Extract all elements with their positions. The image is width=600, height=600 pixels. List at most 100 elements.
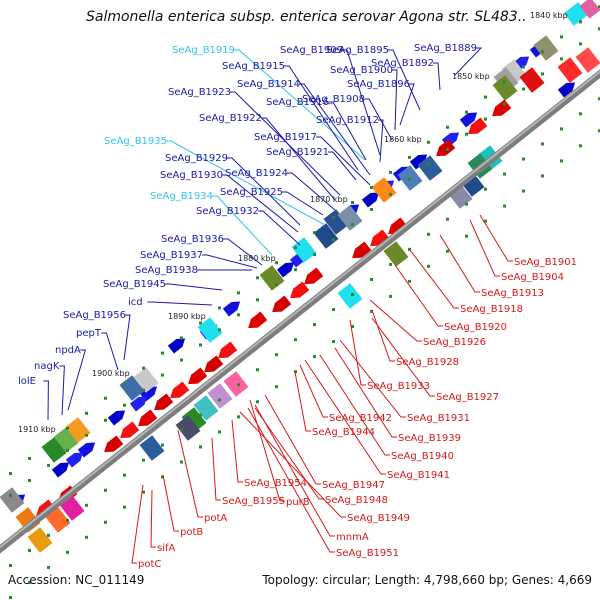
tick-mark xyxy=(351,223,354,227)
gene-leader-line xyxy=(231,419,243,483)
gene-label-mnma: mnmA xyxy=(336,532,369,543)
forward-label-leaders xyxy=(43,47,483,421)
tick-mark xyxy=(351,325,354,329)
reverse-gene-arrow xyxy=(188,367,208,385)
forward-gene-arrow xyxy=(107,410,126,426)
tick-mark xyxy=(389,294,392,298)
tick-mark xyxy=(28,580,31,584)
gene-label-seag-b1933: SeAg_B1933 xyxy=(367,381,430,392)
gene-leader-line xyxy=(392,69,398,131)
gene-label-seag-b1944: SeAg_B1944 xyxy=(312,427,375,438)
gene-label-seag-b1915: SeAg_B1915 xyxy=(222,61,285,72)
gene-label-seag-b1922: SeAg_B1922 xyxy=(199,113,262,124)
forward-gene-box xyxy=(417,155,443,181)
gene-leader-line xyxy=(211,437,221,501)
reverse-label-leaders xyxy=(131,214,513,564)
gene-label-seag-b1926: SeAg_B1926 xyxy=(423,337,486,348)
tick-mark xyxy=(503,80,506,84)
tick-mark xyxy=(370,277,373,281)
gene-leader-line xyxy=(177,429,203,518)
reverse-gene-arrow xyxy=(492,99,512,117)
forward-gene-box xyxy=(371,177,397,203)
accession-text: Accession: NC_011149 xyxy=(8,573,145,587)
tick-mark xyxy=(389,192,392,196)
tick-mark xyxy=(275,385,278,389)
forward-gene-box xyxy=(27,527,53,553)
gene-label-seag-b1919: SeAg_B1919 xyxy=(172,45,235,56)
gene-label-seag-b1931: SeAg_B1931 xyxy=(407,413,470,424)
tick-mark xyxy=(47,533,50,537)
tick-mark xyxy=(237,313,240,317)
tick-mark xyxy=(104,396,107,400)
gene-leader-line xyxy=(342,49,381,156)
forward-gene-box xyxy=(53,427,79,453)
gene-label-seag-b1917: SeAg_B1917 xyxy=(254,132,317,143)
ruler-label: 1900 kbp xyxy=(92,369,130,378)
tick-mark xyxy=(123,505,126,509)
gene-leader-line xyxy=(222,174,299,233)
tick-mark xyxy=(408,279,411,283)
forward-gene-arrow xyxy=(65,452,84,468)
gene-label-seag-b1924: SeAg_B1924 xyxy=(225,168,288,179)
gene-leader-line xyxy=(212,195,273,256)
gene-leader-line xyxy=(433,62,441,91)
genome-backbone xyxy=(0,69,600,554)
tick-mark xyxy=(142,458,145,462)
gene-leader-line xyxy=(369,299,422,342)
gene-leader-line xyxy=(234,49,366,161)
gene-label-seag-b1896: SeAg_B1896 xyxy=(347,79,410,90)
tick-mark xyxy=(9,596,12,600)
tick-mark xyxy=(218,398,221,402)
gene-leader-line xyxy=(59,365,65,416)
tick-mark xyxy=(351,293,354,297)
gene-label-seag-b1925: SeAg_B1925 xyxy=(220,187,283,198)
tick-mark xyxy=(104,418,107,422)
forward-gene-box xyxy=(533,35,559,61)
reverse-gene-arrow xyxy=(388,217,408,235)
gene-leader-line xyxy=(316,136,371,186)
gene-leader-line xyxy=(258,210,301,246)
gene-leader-line xyxy=(371,317,435,397)
gene-leader-line xyxy=(304,359,386,475)
gene-label-seag-b1923: SeAg_B1923 xyxy=(168,87,231,98)
tick-mark xyxy=(579,42,582,46)
gene-leader-line xyxy=(230,91,341,196)
tick-mark xyxy=(446,249,449,253)
gene-label-seag-b1945: SeAg_B1945 xyxy=(103,279,166,290)
gene-leader-line xyxy=(299,83,371,176)
tick-mark xyxy=(408,177,411,181)
tick-mark xyxy=(275,353,278,357)
gene-label-seag-b1955: SeAg_B1955 xyxy=(222,496,285,507)
gene-label-seag-b1940: SeAg_B1940 xyxy=(391,451,454,462)
backbone-line xyxy=(0,69,600,554)
tick-mark xyxy=(142,366,145,370)
tick-mark xyxy=(218,306,221,310)
gene-label-seag-b1909: SeAg_B1909 xyxy=(280,45,343,56)
gene-leader-line xyxy=(334,347,397,438)
reverse-gene-arrow xyxy=(154,393,174,411)
forward-gene-box xyxy=(492,75,518,101)
tick-mark xyxy=(465,202,468,206)
tick-mark xyxy=(560,159,563,163)
ruler-label: 1850 kbp xyxy=(452,72,490,81)
tick-mark xyxy=(541,174,544,178)
gene-leader-line xyxy=(261,117,336,201)
tick-mark xyxy=(541,72,544,76)
tick-mark xyxy=(579,144,582,148)
map-title: Salmonella enterica subsp. enterica sero… xyxy=(86,9,526,25)
gene-label-seag-b1918: SeAg_B1918 xyxy=(460,304,523,315)
tick-mark xyxy=(598,97,600,101)
gene-label-purb: purB xyxy=(286,497,310,508)
tick-mark xyxy=(85,411,88,415)
reverse-gene-box xyxy=(557,57,583,83)
tick-mark xyxy=(522,65,525,69)
tick-mark xyxy=(598,129,600,133)
tick-mark xyxy=(199,445,202,449)
tick-mark xyxy=(199,343,202,347)
tick-mark xyxy=(218,430,221,434)
tick-mark xyxy=(47,565,50,569)
gene-label-seag-b1942: SeAg_B1942 xyxy=(329,413,392,424)
tick-mark xyxy=(579,112,582,116)
tick-mark xyxy=(541,142,544,146)
